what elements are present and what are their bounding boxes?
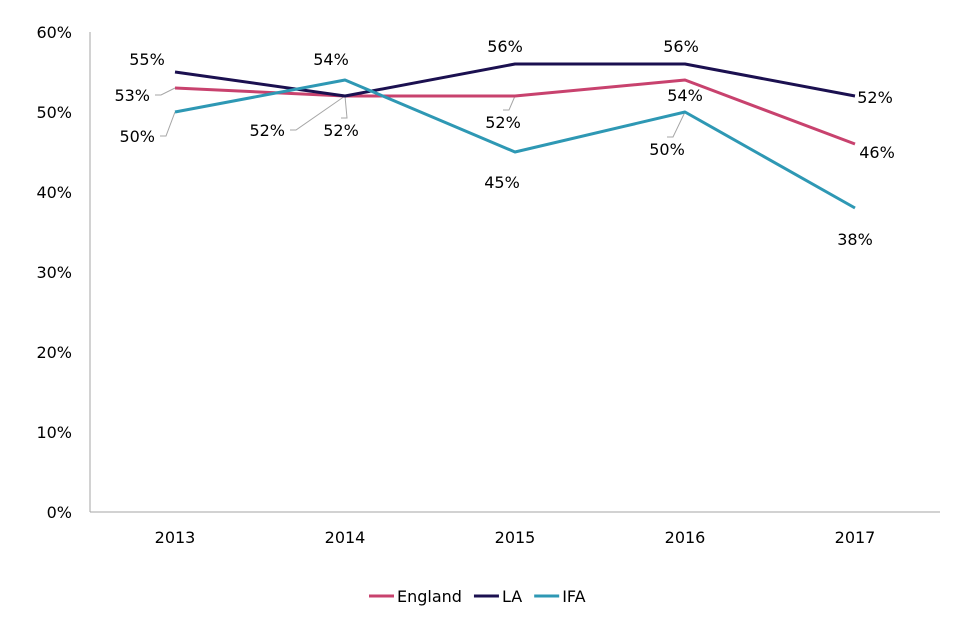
y-tick-label: 30% bbox=[36, 263, 72, 282]
label-leader-line bbox=[290, 95, 346, 131]
x-tick-label: 2013 bbox=[155, 528, 196, 547]
label-leader-line bbox=[160, 111, 176, 137]
data-label-ifa: 45% bbox=[484, 173, 520, 192]
series-line-england bbox=[174, 78, 856, 146]
y-tick-label: 20% bbox=[36, 343, 72, 362]
label-leader-line bbox=[503, 95, 516, 111]
data-label-la: 56% bbox=[663, 37, 699, 56]
legend-item-la: LA bbox=[473, 587, 522, 606]
label-leader-line bbox=[341, 95, 348, 119]
legend-item-england: England bbox=[369, 587, 462, 606]
data-label-la: 55% bbox=[129, 50, 165, 69]
series-line-la bbox=[174, 62, 856, 98]
x-tick-label: 2016 bbox=[665, 528, 706, 547]
data-label-england: 53% bbox=[114, 86, 150, 105]
x-tick-label: 2014 bbox=[325, 528, 366, 547]
data-label-ifa: 50% bbox=[119, 127, 155, 146]
data-label-ifa: 54% bbox=[313, 50, 349, 69]
data-label-ifa: 38% bbox=[837, 230, 873, 249]
y-tick-label: 50% bbox=[36, 103, 72, 122]
series-line-ifa bbox=[174, 78, 856, 210]
legend: England LA IFA bbox=[369, 587, 586, 606]
legend-label: IFA bbox=[562, 587, 585, 606]
data-label-england: 52% bbox=[249, 121, 285, 140]
y-tick-label: 40% bbox=[36, 183, 72, 202]
axes: 0% 10% 20% 30% 40% 50% 60% 2013 2014 2015 2016 2017 bbox=[36, 23, 940, 547]
data-label-la: 52% bbox=[323, 121, 359, 140]
data-label-la: 52% bbox=[857, 88, 893, 107]
data-label-la: 56% bbox=[487, 37, 523, 56]
legend-label: LA bbox=[502, 587, 522, 606]
label-leader-line bbox=[155, 87, 176, 96]
label-leader-lines bbox=[155, 87, 686, 138]
data-label-england: 52% bbox=[485, 113, 521, 132]
label-leader-line bbox=[667, 111, 686, 138]
data-label-ifa: 50% bbox=[649, 140, 685, 159]
series-lines bbox=[174, 62, 856, 210]
y-tick-label: 0% bbox=[47, 503, 72, 522]
x-tick-label: 2017 bbox=[835, 528, 876, 547]
data-labels: 53% 52% 52% 54% 46% 55% 52% 56% 56% 52% 50% 54% 45% 5… bbox=[114, 37, 894, 249]
data-label-england: 46% bbox=[859, 143, 895, 162]
legend-label: England bbox=[397, 587, 462, 606]
y-tick-label: 60% bbox=[36, 23, 72, 42]
y-tick-label: 10% bbox=[36, 423, 72, 442]
data-label-england: 54% bbox=[667, 86, 703, 105]
x-tick-label: 2015 bbox=[495, 528, 536, 547]
legend-item-ifa: IFA bbox=[534, 587, 586, 606]
